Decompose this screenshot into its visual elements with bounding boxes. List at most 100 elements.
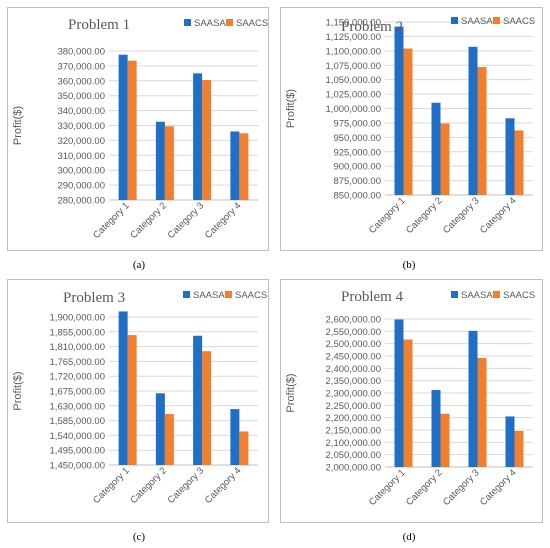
bar-saacs-category-4-problem-3 [239, 431, 249, 465]
bar-saacs-category-1-problem-1 [127, 60, 137, 201]
y-tick-label-problem-1: 300,000.00 [57, 166, 105, 177]
y-tick-label-problem-3: 1,675,000.00 [50, 387, 105, 398]
x-tick-label-problem-1: Category 2 [128, 200, 169, 241]
legend-swatch-saasa-problem-3 [183, 291, 190, 298]
bar-saasa-category-2-problem-3 [155, 393, 165, 465]
bar-saacs-category-2-problem-2 [440, 123, 450, 195]
y-tick-label-problem-4: 2,550,000.00 [326, 327, 381, 338]
bar-saasa-category-1-problem-3 [118, 311, 128, 465]
chart-svg-problem-4: 2,000,000.00 2,050,000.002,100,000.002,15… [285, 289, 535, 508]
bar-saacs-category-3-problem-3 [202, 351, 212, 465]
y-tick-label-problem-1: 350,000.00 [57, 91, 105, 102]
y-tick-label-problem-3: 1,585,000.00 [50, 416, 105, 427]
bar-saasa-category-2-problem-1 [155, 121, 165, 200]
chart-panel-problem-1: 280,000.00 290,000.00 300,000.00 310,000.00… [7, 7, 269, 251]
y-tick-label-problem-2: 1,050,000.00 [326, 75, 381, 86]
legend-swatch-saacs-problem-3 [225, 291, 232, 298]
y-tick-label-problem-2: 925,000.00 [333, 147, 381, 158]
bar-saasa-category-3-problem-1 [193, 73, 203, 200]
y-tick-label-problem-2: 950,000.00 [333, 133, 381, 144]
y-tick-label-problem-4: 2,500,000.00 [326, 339, 381, 350]
x-tick-label-problem-2: Category 4 [478, 195, 519, 236]
bar-saacs-category-3-problem-1 [202, 80, 212, 200]
y-tick-label-problem-4: 2,050,000.00 [326, 450, 381, 461]
bar-saacs-category-3-problem-2 [477, 66, 487, 195]
legend-swatch-saasa-problem-2 [451, 17, 458, 24]
y-tick-label-problem-4: 2,000,000.00 [326, 463, 381, 474]
caption-c: (c) [132, 531, 146, 543]
bar-saasa-category-2-problem-4 [431, 390, 441, 467]
legend-swatch-saasa-problem-1 [184, 19, 191, 26]
y-tick-label-problem-4: 2,450,000.00 [326, 352, 381, 363]
chart-svg-problem-3: 1,450,000.00 1,495,000.00 1,540,000.00 1,58… [12, 290, 267, 506]
chart-title-problem-2: Problem 2 [341, 19, 403, 35]
y-tick-label-problem-2: 1,025,000.00 [326, 90, 381, 101]
bar-saacs-category-2-problem-3 [164, 414, 174, 465]
y-tick-label-problem-3: 1,765,000.00 [50, 357, 105, 368]
y-tick-label-problem-1: 330,000.00 [57, 121, 105, 132]
y-tick-label-problem-3: 1,630,000.00 [50, 401, 105, 412]
legend-label-saacs-problem-3: SAACS [235, 290, 267, 301]
y-tick-label-problem-4: 2,100,000.00 [326, 438, 381, 449]
y-tick-label-problem-3: 1,900,000.00 [50, 313, 105, 324]
y-tick-label-problem-2: 1,000,000.00 [326, 104, 381, 115]
chart-panel-problem-3: 1,450,000.00 1,495,000.00 1,540,000.00 1,58… [7, 279, 269, 523]
y-tick-label-problem-3: 1,450,000.00 [50, 461, 105, 472]
x-tick-label-problem-3: Category 2 [128, 465, 169, 506]
y-tick-label-problem-1: 370,000.00 [57, 61, 105, 72]
chart-title-problem-3: Problem 3 [63, 290, 125, 306]
x-tick-label-problem-3: Category 3 [166, 465, 207, 506]
bar-saasa-category-3-problem-3 [193, 335, 203, 465]
caption-b: (b) [402, 259, 416, 271]
legend-label-saasa-problem-2: SAASA [461, 16, 493, 27]
legend-swatch-saacs-problem-1 [226, 19, 233, 26]
chart-title-problem-4: Problem 4 [341, 289, 404, 305]
y-tick-label-problem-4: 2,600,000.00 [326, 315, 381, 326]
x-tick-label-problem-1: Category 4 [203, 200, 244, 241]
bar-saasa-category-1-problem-4 [394, 319, 404, 467]
bar-saasa-category-4-problem-4 [505, 416, 515, 467]
y-tick-label-problem-2: 1,100,000.00 [326, 46, 381, 57]
bar-saasa-category-1-problem-2 [394, 26, 404, 196]
bar-saacs-category-1-problem-3 [127, 335, 137, 465]
bar-saacs-category-2-problem-4 [440, 413, 450, 467]
legend-swatch-saacs-problem-4 [493, 291, 500, 298]
x-tick-label-problem-1: Category 3 [166, 200, 207, 241]
legend-label-saasa-problem-3: SAASA [193, 290, 225, 301]
y-axis-label-problem-2: Profit($) [285, 89, 297, 128]
y-tick-label-problem-1: 380,000.00 [57, 47, 105, 58]
y-tick-label-problem-1: 290,000.00 [57, 181, 105, 192]
y-tick-label-problem-2: 1,150,000.00 [326, 18, 381, 29]
bar-saacs-category-2-problem-1 [164, 126, 174, 200]
legend-swatch-saasa-problem-4 [451, 291, 458, 298]
y-tick-label-problem-1: 360,000.00 [57, 76, 105, 87]
caption-d: (d) [402, 531, 416, 543]
bar-saasa-category-1-problem-1 [118, 54, 128, 200]
y-tick-label-problem-2: 875,000.00 [333, 176, 381, 187]
x-tick-label-problem-2: Category 2 [404, 195, 445, 236]
bar-saasa-category-4-problem-1 [230, 131, 240, 200]
bar-saacs-category-1-problem-2 [403, 48, 413, 195]
y-tick-label-problem-2: 900,000.00 [333, 162, 381, 173]
y-tick-label-problem-1: 320,000.00 [57, 136, 105, 147]
bar-saasa-category-4-problem-2 [505, 118, 515, 195]
bar-saasa-category-2-problem-2 [431, 102, 441, 195]
chart-title-problem-1: Problem 1 [68, 17, 130, 33]
y-tick-label-problem-1: 280,000.00 [57, 196, 105, 207]
bar-saacs-category-1-problem-4 [403, 339, 413, 467]
y-tick-label-problem-4: 2,300,000.00 [326, 389, 381, 400]
y-tick-label-problem-3: 1,855,000.00 [50, 327, 105, 338]
y-tick-label-problem-4: 2,150,000.00 [326, 426, 381, 437]
y-tick-label-problem-4: 2,350,000.00 [326, 376, 381, 387]
y-tick-label-problem-2: 1,125,000.00 [326, 32, 381, 43]
chart-panel-problem-4: 2,000,000.00 2,050,000.00 2,100,000.00 2,15… [280, 279, 543, 523]
bar-saacs-category-3-problem-4 [477, 357, 487, 467]
y-tick-label-problem-2: 975,000.00 [333, 118, 381, 129]
x-tick-label-problem-4: Category 4 [478, 467, 519, 508]
x-tick-label-problem-4: Category 3 [441, 467, 482, 508]
y-tick-label-problem-2: 850,000.00 [333, 191, 381, 202]
legend-label-saacs-problem-1: SAACS [236, 18, 268, 29]
y-tick-label-problem-3: 1,720,000.00 [50, 372, 105, 383]
bar-saasa-category-3-problem-2 [468, 46, 478, 196]
y-tick-label-problem-3: 1,540,000.00 [50, 431, 105, 442]
